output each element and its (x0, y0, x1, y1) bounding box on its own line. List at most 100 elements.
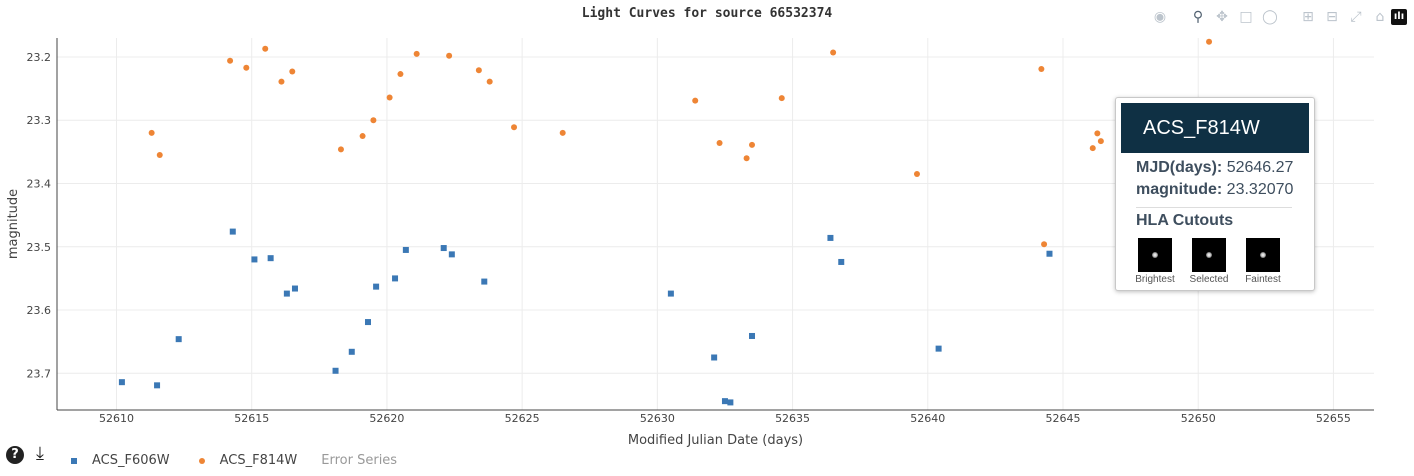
data-point-f814w[interactable] (413, 50, 420, 57)
data-point-f606w[interactable] (291, 285, 298, 292)
data-point-f606w[interactable] (229, 228, 236, 235)
legend-item-f814w[interactable]: ACS_F814W (194, 453, 297, 468)
data-point-f606w[interactable] (448, 251, 455, 258)
data-point-f606w[interactable] (364, 319, 371, 326)
tooltip-magnitude-value: 23.32070 (1226, 181, 1294, 198)
tooltip-magnitude-row: magnitude: 23.32070 (1136, 181, 1314, 199)
data-point-f814w[interactable] (486, 78, 493, 85)
data-point-f606w[interactable] (402, 246, 409, 253)
camera-icon[interactable]: ◉ (1153, 9, 1167, 25)
data-point-f814w[interactable] (1206, 38, 1213, 45)
zoom-icon[interactable]: ⚲ (1192, 9, 1204, 25)
data-point-f606w[interactable] (827, 234, 834, 241)
x-tick-label: 52655 (1316, 412, 1351, 425)
zoom-in-icon[interactable]: ⊞ (1302, 9, 1314, 25)
legend-item-error-series[interactable]: Error Series (321, 453, 397, 468)
legend-label: ACS_F606W (92, 453, 170, 468)
x-tick-label: 52625 (505, 412, 540, 425)
data-point-f814w[interactable] (511, 124, 518, 131)
data-point-f606w[interactable] (749, 332, 756, 339)
data-point-f814w[interactable] (397, 71, 404, 78)
x-tick-label: 52620 (369, 412, 404, 425)
data-point-f814w[interactable] (1097, 138, 1104, 145)
y-tick-label: 23.6 (27, 304, 52, 317)
data-points[interactable] (118, 38, 1213, 406)
square-marker-icon (66, 456, 82, 466)
plotly-logo-icon[interactable]: ılı (1391, 9, 1407, 25)
y-axis-label: magnitude (6, 189, 21, 259)
y-tick-label: 23.5 (27, 241, 52, 254)
zoom-out-icon[interactable]: ⊟ (1326, 9, 1338, 25)
data-point-f606w[interactable] (721, 398, 728, 405)
data-point-f814w[interactable] (743, 155, 750, 162)
data-point-f606w[interactable] (838, 258, 845, 265)
download-icon[interactable]: ⤓ (36, 443, 44, 464)
box-select-icon[interactable]: □ (1239, 9, 1253, 25)
x-tick-label: 52610 (99, 412, 134, 425)
data-point-f814w[interactable] (278, 78, 285, 85)
data-point-f814w[interactable] (243, 64, 250, 71)
data-point-f606w[interactable] (373, 283, 380, 290)
cutout-selected[interactable]: Selected (1190, 238, 1228, 285)
data-point-f814w[interactable] (337, 146, 344, 153)
tooltip-mjd-value: 52646.27 (1226, 159, 1294, 176)
x-tick-label: 52635 (775, 412, 810, 425)
data-point-f814w[interactable] (359, 133, 366, 140)
data-point-f814w[interactable] (559, 129, 566, 136)
modebar: ◉ ⚲ ✥ □ ◯ ⊞ ⊟ ⤢ ⌂ (1150, 8, 1390, 26)
cutout-thumbnail[interactable] (1192, 238, 1226, 272)
cutout-label: Faintest (1245, 274, 1281, 285)
circle-marker-icon (194, 456, 210, 466)
legend-item-f606w[interactable]: ACS_F606W (66, 453, 170, 468)
data-point-f814w[interactable] (148, 129, 155, 136)
data-point-f814w[interactable] (913, 171, 920, 178)
data-point-f606w[interactable] (267, 255, 274, 262)
data-point-f814w[interactable] (475, 67, 482, 74)
legend-label: Error Series (321, 453, 398, 468)
x-tick-label: 52615 (234, 412, 269, 425)
data-point-f606w[interactable] (251, 256, 258, 263)
data-point-f606w[interactable] (727, 399, 734, 406)
data-point-f814w[interactable] (289, 68, 296, 75)
data-point-f606w[interactable] (440, 245, 447, 252)
data-point-f814w[interactable] (386, 94, 393, 101)
data-point-f606w[interactable] (481, 278, 488, 285)
cutout-faintest[interactable]: Faintest (1245, 238, 1281, 285)
data-point-f606w[interactable] (175, 336, 182, 343)
autoscale-icon[interactable]: ⤢ (1350, 9, 1362, 25)
cutout-thumbnail[interactable] (1246, 238, 1280, 272)
data-point-f606w[interactable] (118, 379, 125, 386)
home-icon[interactable]: ⌂ (1375, 9, 1385, 25)
data-point-f814w[interactable] (227, 57, 234, 64)
data-point-f606w[interactable] (392, 275, 399, 282)
data-point-f814w[interactable] (156, 152, 163, 159)
data-point-f606w[interactable] (348, 348, 355, 355)
help-icon[interactable]: ? (6, 446, 24, 464)
data-point-f814w[interactable] (370, 117, 377, 124)
x-tick-label: 52640 (910, 412, 945, 425)
data-point-f606w[interactable] (667, 290, 674, 297)
data-point-f606w[interactable] (935, 345, 942, 352)
data-point-f814w[interactable] (692, 97, 699, 104)
data-point-f814w[interactable] (262, 45, 269, 52)
data-point-f606w[interactable] (154, 382, 161, 389)
data-point-f814w[interactable] (749, 141, 756, 148)
cutout-brightest[interactable]: Brightest (1135, 238, 1175, 285)
data-point-f814w[interactable] (1041, 241, 1048, 248)
lasso-icon[interactable]: ◯ (1262, 9, 1278, 25)
data-point-f814w[interactable] (716, 140, 723, 147)
data-point-f814w[interactable] (1089, 145, 1096, 152)
cutout-label: Brightest (1135, 274, 1175, 285)
data-point-f606w[interactable] (332, 367, 339, 374)
data-point-f606w[interactable] (711, 354, 718, 361)
data-point-f606w[interactable] (1046, 250, 1053, 257)
cutout-thumbnail[interactable] (1138, 238, 1172, 272)
pan-icon[interactable]: ✥ (1216, 9, 1228, 25)
data-point-f606w[interactable] (283, 290, 290, 297)
data-point-f814w[interactable] (1094, 130, 1101, 137)
data-point-f814w[interactable] (778, 95, 785, 102)
data-point-f814w[interactable] (446, 52, 453, 59)
data-point-f814w[interactable] (1038, 66, 1045, 72)
data-point-f814w[interactable] (830, 49, 837, 56)
tooltip-mjd-row: MJD(days): 52646.27 (1136, 159, 1314, 177)
